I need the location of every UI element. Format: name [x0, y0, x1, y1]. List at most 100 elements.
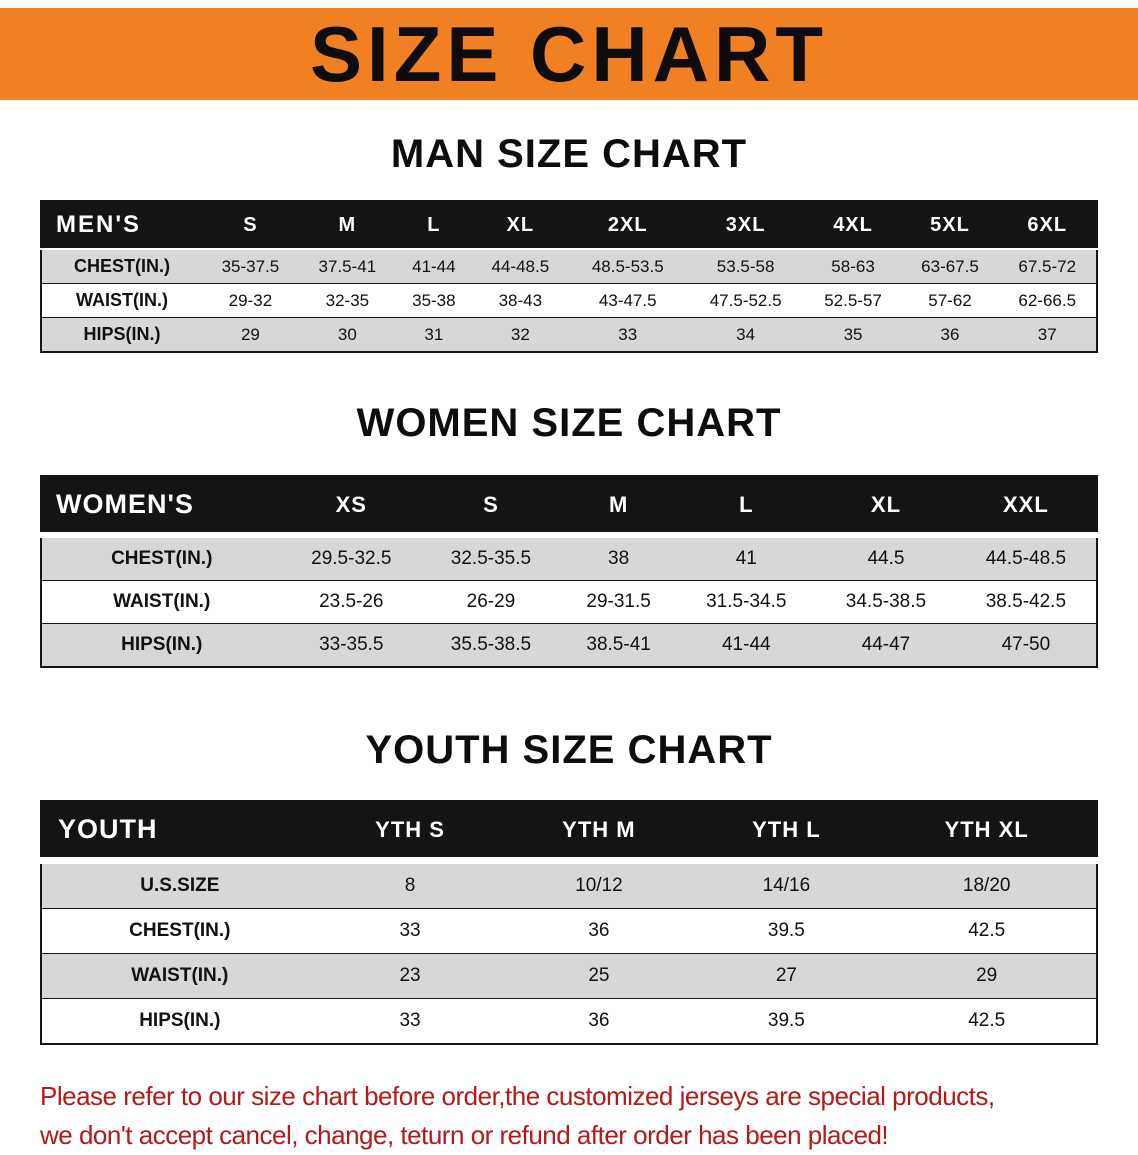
size-header-cell: 3XL [686, 201, 805, 249]
size-value-cell: 37 [1037, 324, 1057, 344]
table-title-cell: WOMEN'S [41, 476, 282, 535]
size-value-cell: 67.5-72 [1018, 256, 1077, 276]
youth-size-table: YOUTH YTH S YTH M YTH L YTH XL U.S.SIZE 8 10/12… [40, 800, 1098, 1045]
footer-note: Please refer to our size chart before or… [40, 1077, 1100, 1155]
header-row: WOMEN'S XS S M L XL XXL [41, 476, 1097, 535]
size-value-cell: 44-47 [861, 634, 911, 655]
size-value-cell: 34.5-38.5 [845, 591, 927, 612]
size-value-cell: 32.5-35.5 [450, 548, 532, 569]
measurement-row: HIPS(IN.) 29 30 31 32 33 34 35 36 37 [41, 317, 1097, 352]
size-value-cell: 33 [399, 920, 421, 941]
womens-size-table: WOMEN'S XS S M L XL XXL CHEST(IN.) 29.5-32.5 32.5… [40, 475, 1098, 668]
size-value-cell: 36 [588, 920, 610, 941]
row-label-cell: WAIST(IN.) [113, 591, 211, 612]
size-header-cell: 6XL [998, 201, 1097, 249]
size-value-cell: 44.5-48.5 [985, 548, 1067, 569]
size-value-cell: 35-38 [412, 290, 456, 310]
row-label-cell: WAIST(IN.) [131, 965, 229, 986]
size-value-cell: 38-43 [498, 290, 543, 310]
size-value-cell: 36 [588, 1010, 610, 1031]
size-value-cell: 26-29 [466, 591, 516, 612]
measurement-row: U.S.SIZE 8 10/12 14/16 18/20 [41, 860, 1097, 909]
size-value-cell: 29 [240, 324, 260, 344]
size-value-cell: 33-35.5 [319, 634, 384, 655]
size-header-cell: YTH XL [877, 801, 1097, 861]
header-row: YOUTH YTH S YTH M YTH L YTH XL [41, 801, 1097, 861]
size-header-cell: XL [816, 476, 956, 535]
measurement-row: HIPS(IN.) 33 36 39.5 42.5 [41, 998, 1097, 1044]
size-value-cell: 38.5-42.5 [985, 591, 1067, 612]
size-value-cell: 29-31.5 [586, 591, 651, 612]
size-header-cell: YTH L [695, 801, 878, 861]
row-label-cell: CHEST(IN.) [111, 548, 213, 569]
size-value-cell: 63-67.5 [921, 256, 979, 276]
size-value-cell: 42.5 [968, 1010, 1006, 1031]
size-chart-banner: SIZE CHART [0, 8, 1138, 100]
size-value-cell: 42.5 [968, 920, 1006, 941]
size-value-cell: 18/20 [962, 875, 1011, 896]
size-header-cell: XS [281, 476, 422, 535]
size-value-cell: 30 [337, 324, 357, 344]
size-value-cell: 10/12 [575, 875, 623, 896]
size-value-cell: 41-44 [412, 256, 456, 276]
row-label-cell: HIPS(IN.) [83, 324, 161, 344]
size-value-cell: 29-32 [228, 290, 273, 310]
row-label-cell: CHEST(IN.) [73, 256, 170, 276]
size-value-cell: 29 [976, 965, 998, 986]
measurement-row: HIPS(IN.) 33-35.5 35.5-38.5 38.5-41 41-44 44-… [41, 623, 1097, 667]
size-value-cell: 38.5-41 [586, 634, 651, 655]
size-value-cell: 52.5-57 [824, 290, 882, 310]
size-value-cell: 41 [735, 548, 757, 569]
size-header-cell: YTH M [502, 801, 696, 861]
row-label-cell: HIPS(IN.) [121, 634, 203, 655]
row-label-cell: U.S.SIZE [140, 875, 220, 896]
size-header-cell: M [298, 201, 396, 249]
table-title-cell: YOUTH [41, 801, 318, 861]
measurement-row: CHEST(IN.) 33 36 39.5 42.5 [41, 908, 1097, 954]
measurement-row: WAIST(IN.) 23.5-26 26-29 29-31.5 31.5-34.5 34… [41, 580, 1097, 624]
measurement-row: WAIST(IN.) 29-32 32-35 35-38 38-43 43-47.5 47.… [41, 283, 1097, 318]
size-value-cell: 35-37.5 [221, 256, 280, 276]
row-label-cell: WAIST(IN.) [75, 290, 168, 310]
size-header-cell: M [560, 476, 677, 535]
size-value-cell: 39.5 [767, 920, 805, 941]
size-value-cell: 33 [618, 324, 638, 344]
size-header-cell: 4XL [804, 201, 902, 249]
size-header-cell: S [421, 476, 561, 535]
size-value-cell: 53.5-58 [716, 256, 775, 276]
measurement-row: CHEST(IN.) 35-37.5 37.5-41 41-44 44-48.5 48.5… [41, 249, 1097, 284]
size-value-cell: 39.5 [767, 1010, 805, 1031]
size-value-cell: 31 [424, 324, 444, 344]
size-value-cell: 27 [775, 965, 797, 986]
size-value-cell: 47-50 [1001, 634, 1051, 655]
size-value-cell: 37.5-41 [318, 256, 377, 276]
header-row: MEN'S S M L XL 2XL 3XL 4XL 5XL 6XL [41, 201, 1097, 249]
size-value-cell: 44-48.5 [491, 256, 550, 276]
size-header-cell: 2XL [568, 201, 687, 249]
size-value-cell: 41-44 [721, 634, 771, 655]
size-value-cell: 34 [736, 324, 756, 344]
youth-section-heading: YOUTH SIZE CHART [365, 728, 773, 772]
size-value-cell: 14/16 [762, 875, 811, 896]
table-title-cell: MEN'S [41, 201, 202, 249]
women-section-heading: WOMEN SIZE CHART [356, 401, 782, 445]
mens-size-table: MEN'S S M L XL 2XL 3XL 4XL 5XL 6XL CHEST(IN.) 35-37… [40, 200, 1098, 353]
row-label-cell: HIPS(IN.) [139, 1010, 221, 1031]
size-value-cell: 57-62 [928, 290, 972, 310]
measurement-row: WAIST(IN.) 23 25 27 29 [41, 953, 1097, 999]
row-label-cell: CHEST(IN.) [129, 920, 231, 941]
footer-line-2: we don't accept cancel, change, teturn o… [40, 1120, 889, 1150]
measurement-row: CHEST(IN.) 29.5-32.5 32.5-35.5 38 41 44.5 44.5… [41, 535, 1097, 581]
size-value-cell: 32 [510, 324, 530, 344]
size-value-cell: 35.5-38.5 [450, 634, 532, 655]
size-value-cell: 8 [404, 875, 416, 896]
size-value-cell: 31.5-34.5 [706, 591, 787, 612]
size-value-cell: 29.5-32.5 [311, 548, 392, 569]
man-section-heading: MAN SIZE CHART [390, 132, 748, 176]
size-header-cell: XXL [955, 476, 1097, 535]
size-value-cell: 48.5-53.5 [591, 256, 664, 276]
size-value-cell: 62-66.5 [1018, 290, 1077, 310]
size-header-cell: L [395, 201, 472, 249]
size-header-cell: L [676, 476, 817, 535]
size-value-cell: 58-63 [831, 256, 875, 276]
